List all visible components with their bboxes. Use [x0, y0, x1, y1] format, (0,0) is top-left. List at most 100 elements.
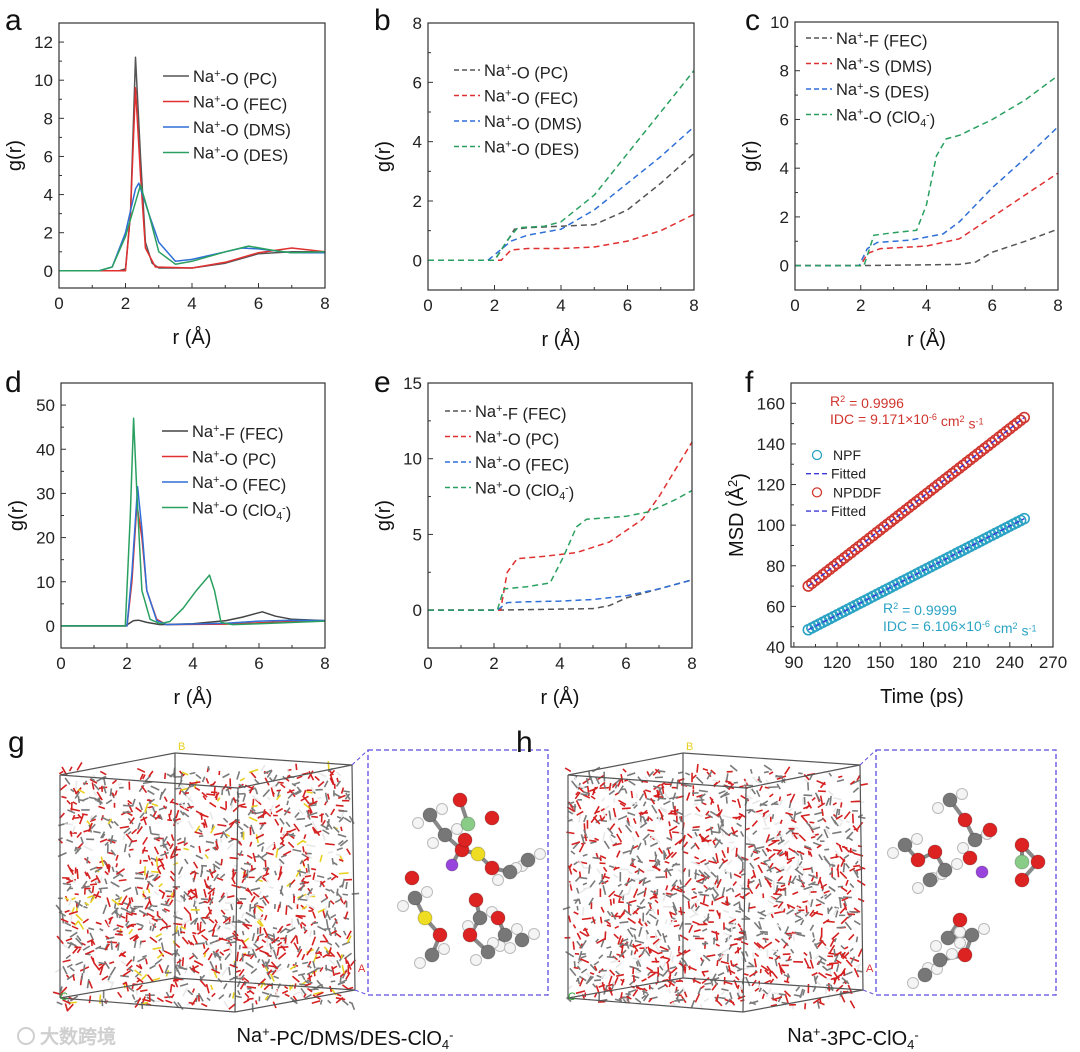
- bond: [161, 892, 166, 899]
- bond: [210, 869, 217, 875]
- bond: [795, 914, 802, 919]
- bond: [117, 896, 123, 903]
- bond: [82, 918, 89, 924]
- bond: [622, 768, 627, 773]
- bond: [649, 836, 653, 842]
- series-line-3: [59, 184, 325, 272]
- bond: [635, 831, 640, 838]
- bond: [642, 833, 650, 841]
- bond: [818, 955, 827, 962]
- bond: [678, 921, 684, 930]
- bond: [751, 788, 757, 795]
- bond: [205, 909, 213, 919]
- bond: [114, 907, 118, 914]
- bond: [646, 966, 654, 972]
- bond: [96, 799, 103, 805]
- bond: [146, 974, 154, 983]
- bond: [578, 871, 582, 878]
- atom: [942, 792, 958, 808]
- bond: [600, 973, 606, 980]
- bond: [306, 947, 313, 956]
- bond: [589, 971, 595, 976]
- bond: [835, 910, 839, 918]
- bond: [104, 870, 109, 876]
- bond: [295, 868, 302, 878]
- bond: [580, 939, 587, 949]
- bond: [146, 799, 152, 802]
- bond: [254, 1000, 258, 1005]
- bond: [100, 856, 105, 867]
- x-tick-label: 6: [254, 294, 263, 313]
- bond: [817, 802, 826, 809]
- simulation-cell: [59, 752, 356, 1013]
- bond: [840, 951, 846, 959]
- bond: [336, 847, 343, 851]
- bond: [114, 943, 119, 948]
- bond: [260, 981, 264, 989]
- legend-label: Na+-F (FEC): [836, 30, 928, 51]
- bond: [610, 911, 617, 920]
- legend-label: Na+-O (FEC): [192, 474, 286, 495]
- bond: [792, 891, 799, 896]
- plot-frame: [60, 382, 326, 649]
- x-tick-label: 210: [952, 653, 980, 672]
- bond: [810, 866, 814, 873]
- bond: [151, 922, 157, 932]
- bond: [341, 941, 351, 946]
- bond: [775, 923, 781, 928]
- bond: [77, 788, 86, 794]
- bond: [223, 1000, 229, 1009]
- bond: [715, 943, 720, 947]
- bond: [595, 852, 599, 859]
- bond: [618, 949, 627, 958]
- bond: [161, 864, 166, 870]
- bond: [194, 786, 201, 792]
- bond: [606, 827, 614, 835]
- bond: [117, 782, 123, 787]
- bond: [573, 775, 577, 781]
- atom: [484, 810, 500, 826]
- cell-edge: [351, 764, 356, 991]
- bond: [110, 881, 120, 888]
- bond: [828, 962, 839, 965]
- cell-edge: [234, 989, 356, 1013]
- bond: [648, 913, 657, 920]
- bond: [825, 825, 830, 830]
- hydrogen-atom: [397, 900, 409, 912]
- bond: [280, 783, 286, 789]
- legend-label: Na+-O (DES): [484, 139, 579, 160]
- simulation-cell: [567, 752, 864, 1013]
- bond: [213, 786, 216, 795]
- hydrogen-atom: [414, 957, 426, 969]
- bond: [725, 780, 732, 784]
- bond: [735, 815, 741, 820]
- bond: [119, 825, 130, 829]
- bond: [652, 938, 660, 945]
- bond: [251, 932, 256, 942]
- bond: [591, 916, 596, 924]
- bond: [751, 776, 761, 784]
- bond: [220, 909, 226, 915]
- series-line-3: [428, 489, 692, 611]
- bond: [690, 908, 699, 916]
- cell-edge: [59, 774, 239, 789]
- x-tick-label: 4: [555, 654, 564, 673]
- bond: [206, 997, 211, 1002]
- bond: [181, 936, 189, 945]
- bond: [671, 879, 678, 887]
- bond: [246, 854, 253, 859]
- bond: [278, 866, 283, 876]
- bond: [312, 921, 319, 925]
- bond: [264, 952, 272, 958]
- bond: [664, 983, 669, 988]
- bond: [631, 974, 640, 979]
- bond: [170, 834, 175, 842]
- bond: [271, 969, 277, 976]
- bond: [291, 782, 297, 787]
- bond: [632, 943, 642, 948]
- bond: [578, 977, 584, 987]
- bond: [58, 770, 64, 775]
- bond: [266, 993, 273, 1001]
- bond: [180, 789, 187, 796]
- atom: [957, 812, 973, 828]
